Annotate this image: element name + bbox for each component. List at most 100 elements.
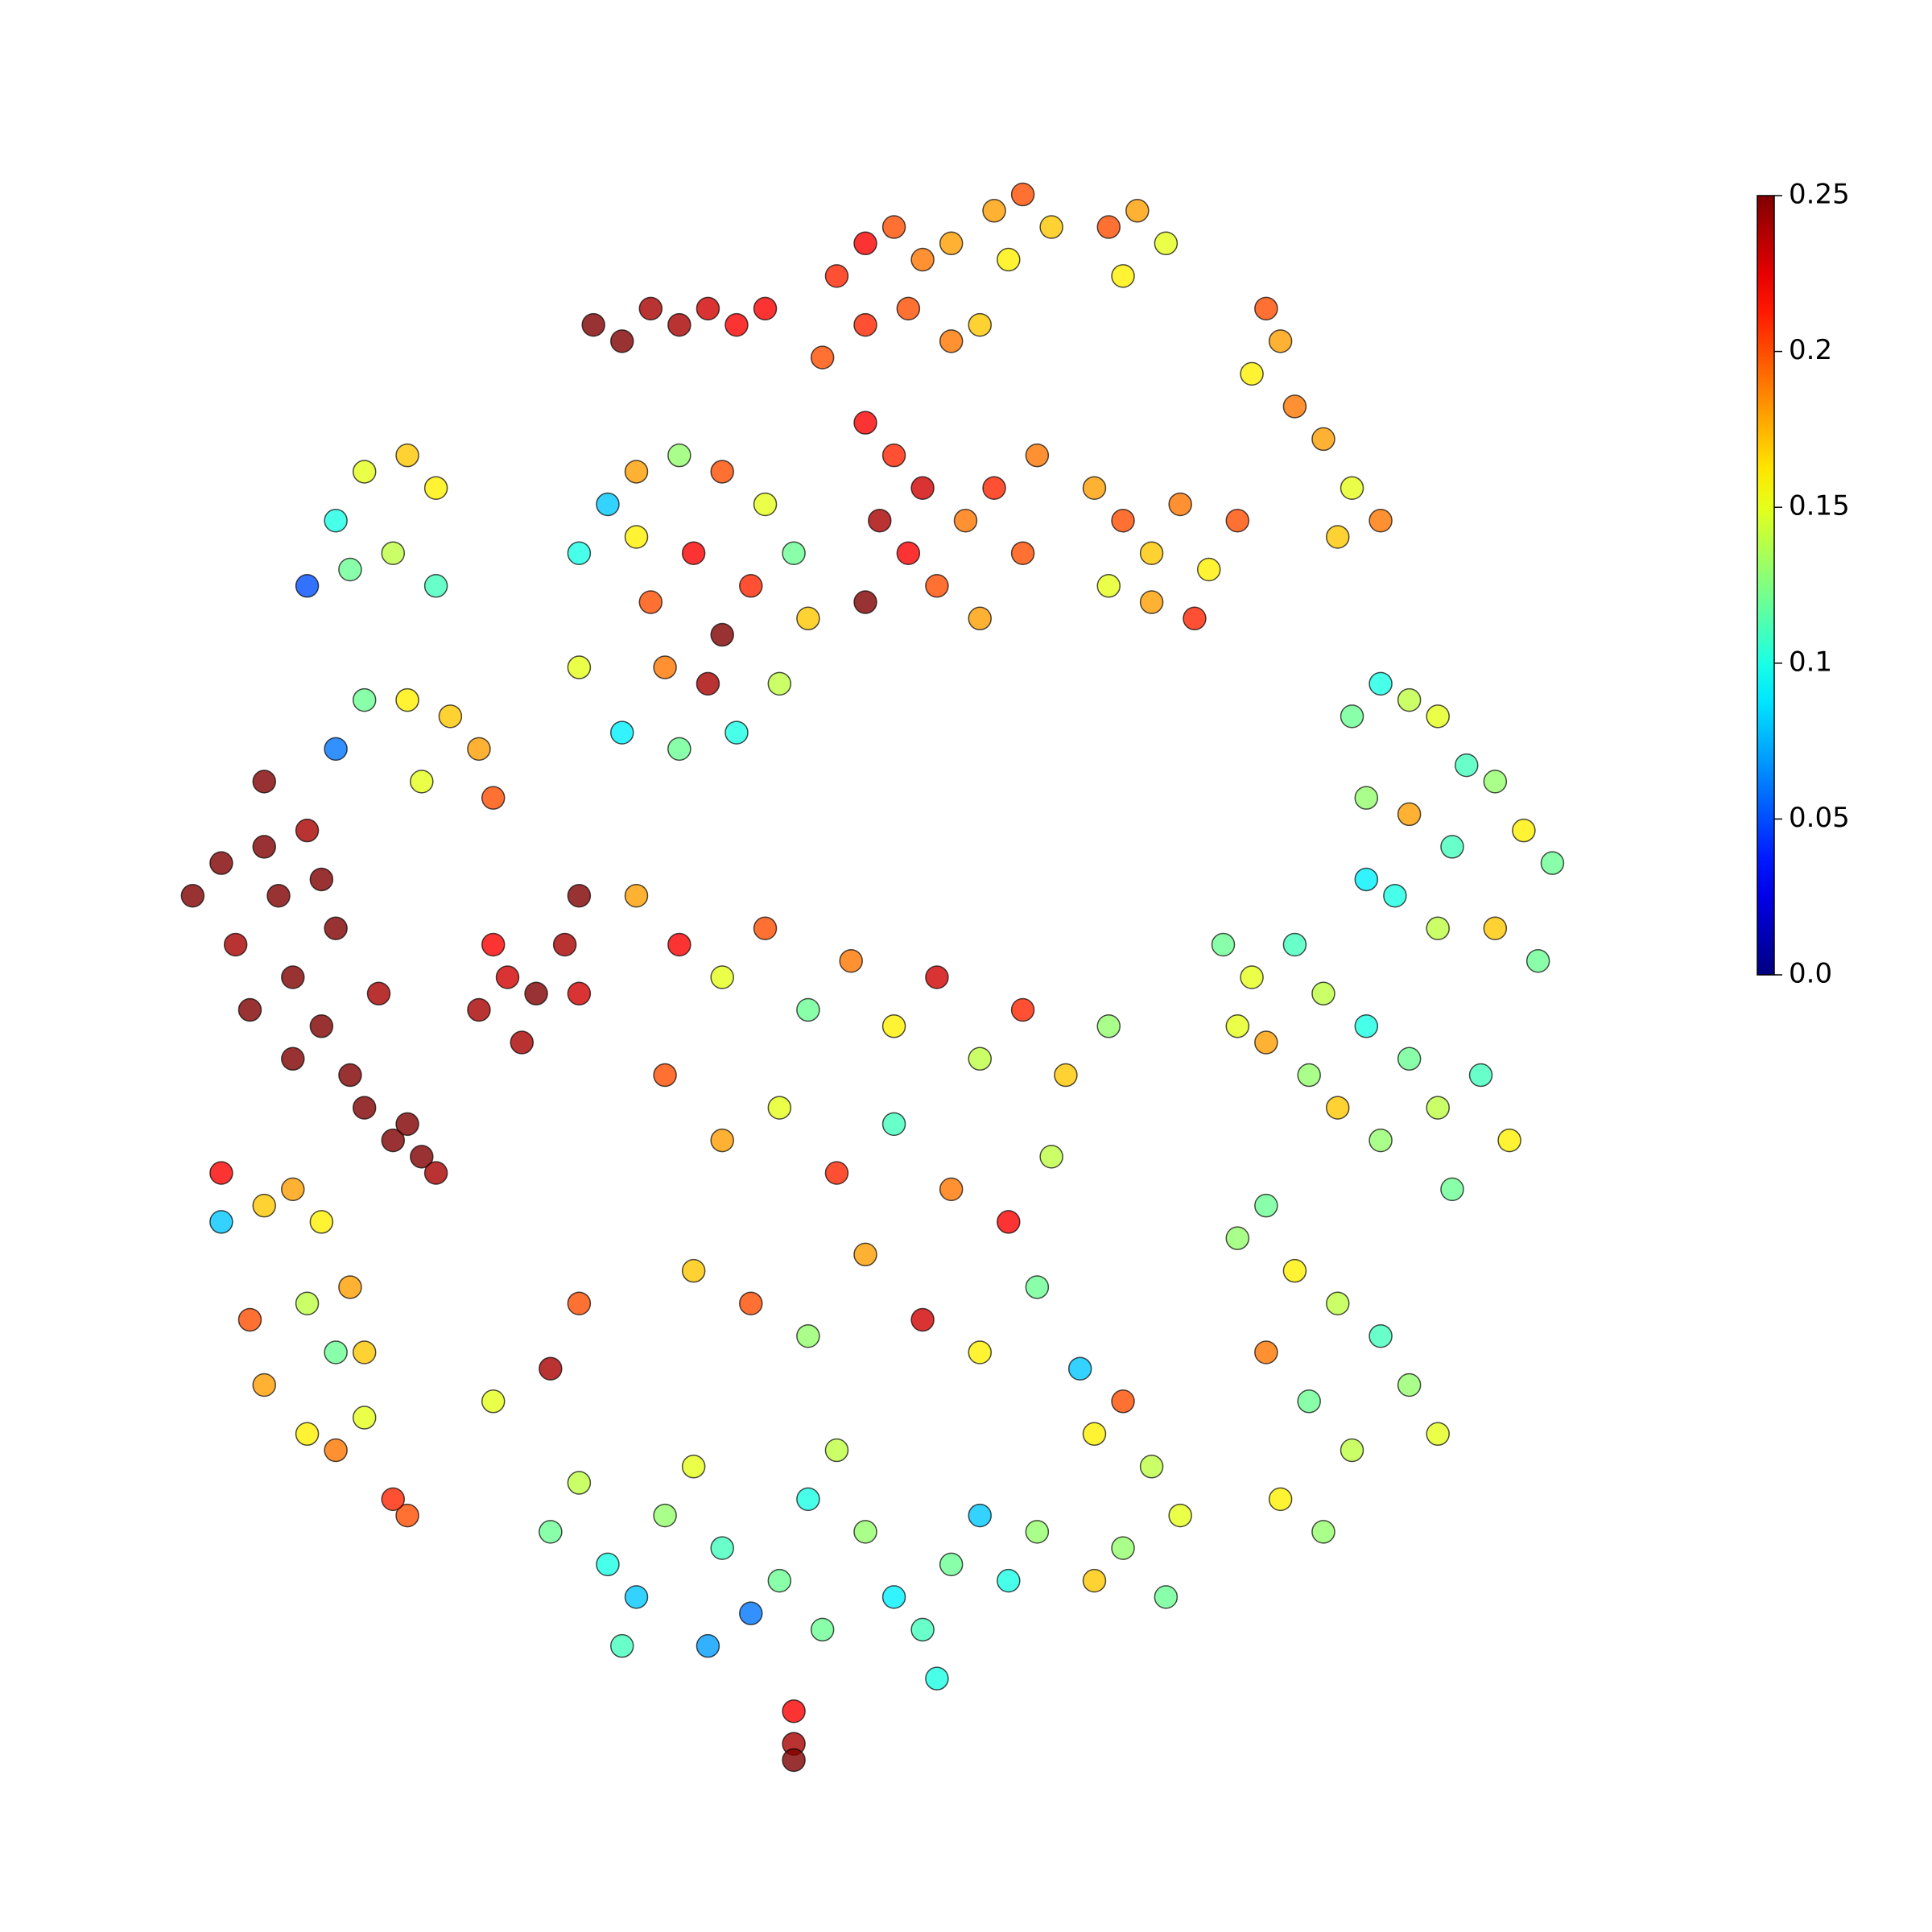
point xyxy=(338,1275,362,1299)
point xyxy=(881,443,906,468)
point xyxy=(624,460,649,484)
point xyxy=(1311,427,1335,452)
point xyxy=(295,574,320,598)
point xyxy=(309,1210,334,1234)
point xyxy=(180,883,205,908)
point xyxy=(710,460,734,484)
point xyxy=(481,786,506,810)
point xyxy=(1455,753,1479,778)
point xyxy=(352,1340,377,1364)
colorbar-tick-label: 0.15 xyxy=(1789,490,1850,522)
point xyxy=(653,655,677,679)
point xyxy=(1426,1422,1450,1447)
point xyxy=(223,932,248,957)
point xyxy=(1010,541,1035,565)
point xyxy=(1054,1063,1078,1088)
point xyxy=(266,883,291,908)
point xyxy=(1010,997,1035,1022)
point xyxy=(1311,1520,1335,1544)
point xyxy=(567,541,592,565)
point xyxy=(968,1340,992,1364)
colorbar-tick-label: 0.25 xyxy=(1789,179,1850,211)
point xyxy=(782,1699,806,1724)
point xyxy=(209,1161,233,1185)
point xyxy=(252,1373,276,1397)
point xyxy=(381,1128,406,1153)
point xyxy=(1426,916,1450,940)
point xyxy=(539,1356,563,1381)
point xyxy=(681,541,706,565)
point xyxy=(739,1291,763,1315)
colorbar xyxy=(1757,195,1775,976)
point xyxy=(467,997,491,1022)
point xyxy=(724,312,749,337)
point xyxy=(839,948,863,973)
point xyxy=(381,541,406,565)
point xyxy=(1025,1520,1050,1544)
point xyxy=(609,1633,634,1658)
point xyxy=(1340,1438,1364,1463)
point xyxy=(1096,1014,1121,1038)
point xyxy=(1368,508,1393,533)
point xyxy=(609,329,634,353)
point xyxy=(1297,1063,1321,1088)
point xyxy=(209,1210,233,1234)
point xyxy=(252,1193,276,1218)
point xyxy=(567,1471,592,1495)
point xyxy=(1183,606,1207,631)
point xyxy=(1325,1291,1350,1315)
point xyxy=(997,1568,1021,1593)
point xyxy=(896,541,921,565)
point xyxy=(1340,704,1364,729)
point xyxy=(939,329,964,353)
point xyxy=(653,1503,677,1528)
point xyxy=(982,199,1006,223)
point xyxy=(782,1748,806,1773)
point xyxy=(1268,1487,1293,1512)
point xyxy=(324,916,348,940)
point xyxy=(853,1520,877,1544)
point xyxy=(968,1503,992,1528)
point xyxy=(1525,948,1550,973)
point xyxy=(853,411,877,435)
point xyxy=(1483,770,1508,794)
point xyxy=(1025,1275,1050,1299)
point xyxy=(1440,835,1464,859)
point xyxy=(596,1552,620,1577)
point xyxy=(796,1487,820,1512)
point xyxy=(724,720,749,745)
point xyxy=(237,1307,262,1332)
point xyxy=(338,1063,362,1088)
point xyxy=(767,671,792,696)
point xyxy=(753,492,778,517)
point xyxy=(237,997,262,1022)
colorbar-tick-label: 0.05 xyxy=(1789,802,1850,834)
point xyxy=(252,770,276,794)
point xyxy=(1354,1014,1379,1038)
scatter-layer xyxy=(180,182,1565,1773)
point xyxy=(696,671,720,696)
point xyxy=(1039,215,1063,239)
point xyxy=(824,1438,849,1463)
point xyxy=(567,1291,592,1315)
point xyxy=(638,296,663,321)
point xyxy=(567,883,592,908)
point xyxy=(481,932,506,957)
point xyxy=(753,296,778,321)
point xyxy=(810,345,835,369)
point xyxy=(309,1014,334,1038)
point xyxy=(295,1291,320,1315)
point xyxy=(910,247,935,272)
point xyxy=(252,835,276,859)
point xyxy=(810,1617,835,1642)
point xyxy=(1426,704,1450,729)
point xyxy=(1096,574,1121,598)
point xyxy=(1139,590,1164,614)
point xyxy=(696,296,720,321)
point xyxy=(324,508,348,533)
point xyxy=(1468,1063,1493,1088)
point xyxy=(1225,1014,1250,1038)
point xyxy=(366,981,391,1006)
point xyxy=(1196,557,1221,582)
